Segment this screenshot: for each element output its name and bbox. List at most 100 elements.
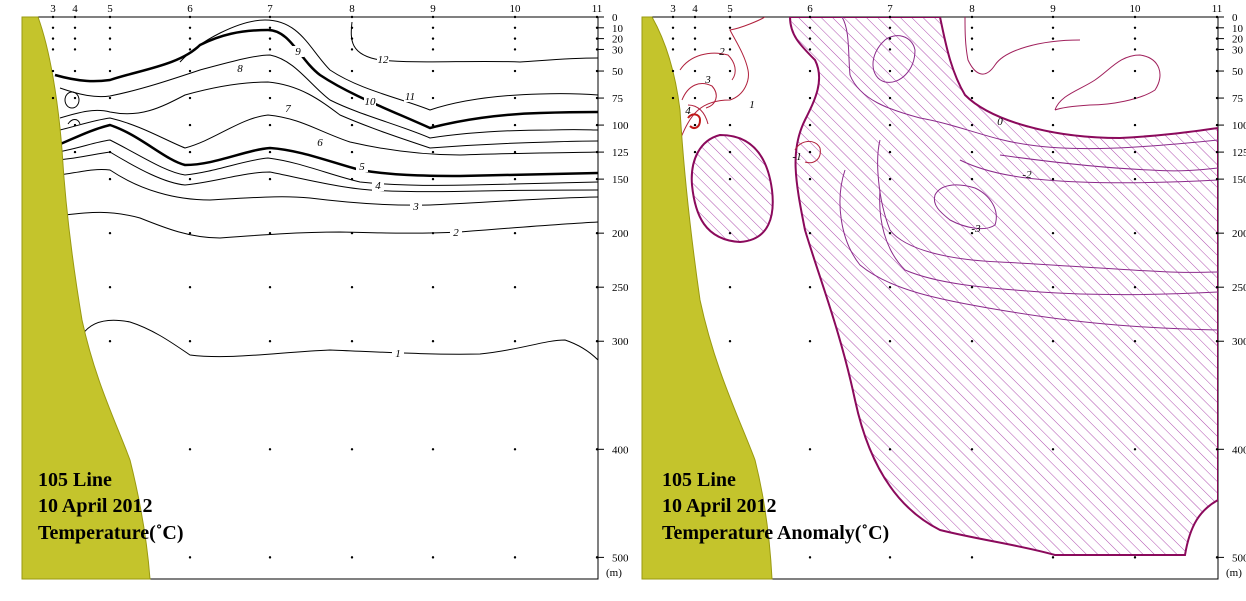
sample-point	[268, 123, 272, 127]
sample-point	[728, 231, 732, 235]
sample-point	[431, 448, 435, 451]
sample-point	[350, 150, 354, 154]
sample-point	[188, 26, 192, 30]
anomaly-contour-neg-2	[877, 139, 1218, 273]
station-label: 7	[267, 3, 273, 15]
anomaly-contour-pos-2	[679, 52, 736, 81]
sample-point	[808, 96, 812, 100]
sample-point	[728, 150, 732, 154]
anomaly-contour-pos-5	[687, 104, 709, 125]
sample-point	[108, 48, 112, 51]
sample-point	[970, 150, 974, 154]
anomaly-contour-small	[794, 141, 821, 164]
contour-label-bg	[356, 161, 368, 172]
anomaly-contour-neg-band-2	[879, 189, 1218, 296]
sample-point	[970, 96, 974, 100]
depth-tick-label: 250	[1232, 282, 1246, 294]
depth-unit-label: (m)	[606, 567, 622, 579]
sample-point	[888, 15, 892, 19]
sample-point	[595, 26, 599, 30]
station-labels: 3 4 5 6 7 8 9 10 11	[670, 3, 1222, 15]
sample-point	[188, 15, 192, 19]
panel-title-line-1: 105 Line	[38, 469, 112, 491]
sample-point	[728, 69, 732, 73]
sample-point	[350, 448, 354, 451]
sample-point	[1133, 150, 1137, 154]
sample-point	[268, 285, 272, 289]
contour-label: 12	[378, 54, 390, 66]
sample-point	[431, 150, 435, 154]
isotherm-1	[81, 319, 598, 361]
anomaly-contour-pos-1	[679, 17, 766, 141]
depth-tick-label: 50	[612, 66, 624, 78]
sample-point	[1133, 285, 1137, 289]
station-label: 4	[72, 3, 78, 15]
sample-point	[1051, 26, 1055, 30]
depth-tick-label: 10	[612, 23, 624, 35]
sample-dots	[51, 15, 599, 559]
isotherm-5	[57, 139, 598, 186]
anomaly-contour-neg-3	[933, 184, 997, 230]
sample-point	[888, 69, 892, 73]
sample-point	[888, 285, 892, 289]
sample-point	[1133, 15, 1137, 19]
sample-point	[51, 96, 55, 100]
isotherm-4	[57, 151, 598, 193]
sample-point	[350, 26, 354, 30]
sample-point	[108, 150, 112, 154]
sample-point	[808, 69, 812, 73]
sample-point	[431, 15, 435, 19]
sample-point	[595, 96, 599, 100]
sample-point	[728, 37, 732, 40]
depth-tick-label: 300	[1232, 336, 1246, 348]
anomaly-contour-neg-band	[839, 169, 1218, 331]
sample-point	[188, 69, 192, 73]
depth-tick-label: 20	[612, 34, 624, 46]
sample-point	[728, 285, 732, 289]
sample-point	[808, 448, 812, 451]
sample-point	[808, 340, 812, 343]
sample-point	[1051, 69, 1055, 73]
sample-point	[595, 231, 599, 235]
sample-point	[1215, 26, 1219, 30]
sample-point	[268, 26, 272, 30]
sample-point	[808, 285, 812, 289]
depth-tick-label: 50	[1232, 66, 1244, 78]
sample-point	[1133, 556, 1137, 559]
station-label: 6	[187, 3, 193, 15]
sample-point	[108, 285, 112, 289]
sample-point	[188, 556, 192, 559]
sample-point	[595, 48, 599, 51]
sample-point	[1215, 177, 1219, 181]
sample-point	[595, 37, 599, 40]
sample-point	[808, 26, 812, 30]
sample-point	[1215, 285, 1219, 289]
sample-point	[431, 177, 435, 181]
depth-tick-label: 0	[1232, 12, 1238, 24]
isotherm-arc	[67, 119, 81, 125]
sample-point	[431, 340, 435, 343]
contour-label: 11	[405, 91, 415, 103]
sample-point	[671, 15, 675, 19]
depth-tick-label: 10	[1232, 23, 1244, 35]
sample-point	[513, 448, 517, 451]
sample-point	[595, 123, 599, 127]
sample-point	[431, 231, 435, 235]
station-labels: 3 4 5 6 7 8 9 10 11	[50, 3, 602, 15]
negative-anomaly-region	[788, 17, 1218, 556]
sample-point	[513, 340, 517, 343]
sample-point	[268, 96, 272, 100]
sample-point	[693, 69, 697, 73]
sample-point	[350, 123, 354, 127]
contour-label-bg	[234, 63, 246, 74]
sample-point	[73, 48, 77, 51]
sample-point	[1133, 231, 1137, 235]
sample-point	[73, 96, 77, 100]
depth-tick-label: 20	[1232, 34, 1244, 46]
depth-unit-label: (m)	[1226, 567, 1242, 579]
sample-point	[268, 448, 272, 451]
sample-point	[73, 69, 77, 73]
panel-title-line-2: 10 April 2012	[662, 495, 776, 517]
contour-label: 1	[749, 99, 755, 111]
sample-point	[1215, 340, 1219, 343]
